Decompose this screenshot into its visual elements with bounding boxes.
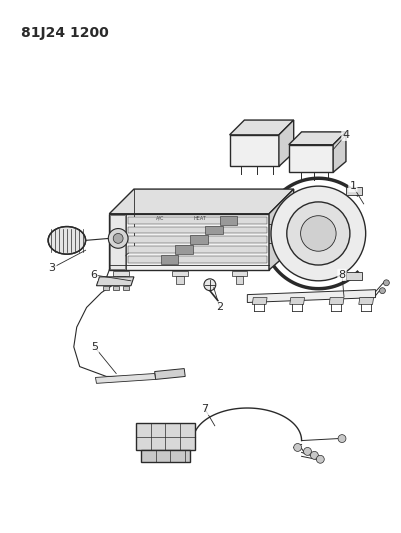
Circle shape xyxy=(383,280,389,286)
Circle shape xyxy=(113,233,123,244)
Polygon shape xyxy=(155,368,185,379)
Text: 81J24 1200: 81J24 1200 xyxy=(20,26,108,41)
Polygon shape xyxy=(346,272,362,280)
Text: 5: 5 xyxy=(91,342,98,352)
Circle shape xyxy=(304,448,312,455)
Polygon shape xyxy=(136,423,195,450)
Polygon shape xyxy=(333,132,346,172)
Polygon shape xyxy=(141,450,190,462)
Circle shape xyxy=(108,229,128,248)
Polygon shape xyxy=(279,120,294,166)
Polygon shape xyxy=(160,255,178,264)
Polygon shape xyxy=(205,225,223,235)
Polygon shape xyxy=(346,187,362,195)
Text: 4: 4 xyxy=(342,130,350,140)
Circle shape xyxy=(204,279,216,290)
Polygon shape xyxy=(230,135,279,166)
Polygon shape xyxy=(175,245,193,254)
Circle shape xyxy=(316,455,324,463)
Polygon shape xyxy=(128,256,267,263)
Polygon shape xyxy=(128,246,267,253)
Polygon shape xyxy=(103,286,109,289)
Polygon shape xyxy=(289,132,346,145)
Polygon shape xyxy=(110,215,125,269)
Circle shape xyxy=(310,451,318,459)
Polygon shape xyxy=(128,227,267,233)
Circle shape xyxy=(271,186,366,281)
Polygon shape xyxy=(97,277,134,286)
Polygon shape xyxy=(113,286,119,289)
Polygon shape xyxy=(247,289,376,303)
Polygon shape xyxy=(123,286,129,289)
Polygon shape xyxy=(230,120,294,135)
Polygon shape xyxy=(235,276,243,284)
Text: 6: 6 xyxy=(90,270,97,280)
Polygon shape xyxy=(109,189,294,214)
Text: HEAT: HEAT xyxy=(194,216,207,221)
Polygon shape xyxy=(289,145,333,172)
Polygon shape xyxy=(113,271,129,276)
Circle shape xyxy=(338,434,346,442)
Polygon shape xyxy=(95,374,156,383)
Text: 2: 2 xyxy=(216,302,223,312)
Circle shape xyxy=(294,443,302,451)
Text: 7: 7 xyxy=(201,404,209,414)
Polygon shape xyxy=(220,216,237,224)
Text: A/C: A/C xyxy=(156,216,165,221)
Polygon shape xyxy=(329,297,344,304)
Polygon shape xyxy=(176,276,184,284)
Text: 8: 8 xyxy=(338,270,346,280)
Circle shape xyxy=(379,288,385,294)
Ellipse shape xyxy=(48,227,86,254)
Polygon shape xyxy=(252,297,267,304)
Circle shape xyxy=(287,202,350,265)
Polygon shape xyxy=(128,217,267,224)
Text: 1: 1 xyxy=(349,181,356,191)
Polygon shape xyxy=(128,237,267,244)
Polygon shape xyxy=(109,214,269,270)
Circle shape xyxy=(301,216,336,251)
Text: 3: 3 xyxy=(49,263,56,273)
Polygon shape xyxy=(117,276,125,284)
Polygon shape xyxy=(290,297,304,304)
Polygon shape xyxy=(190,236,208,244)
Polygon shape xyxy=(172,271,188,276)
Polygon shape xyxy=(231,271,247,276)
Polygon shape xyxy=(269,189,294,270)
Polygon shape xyxy=(359,297,374,304)
